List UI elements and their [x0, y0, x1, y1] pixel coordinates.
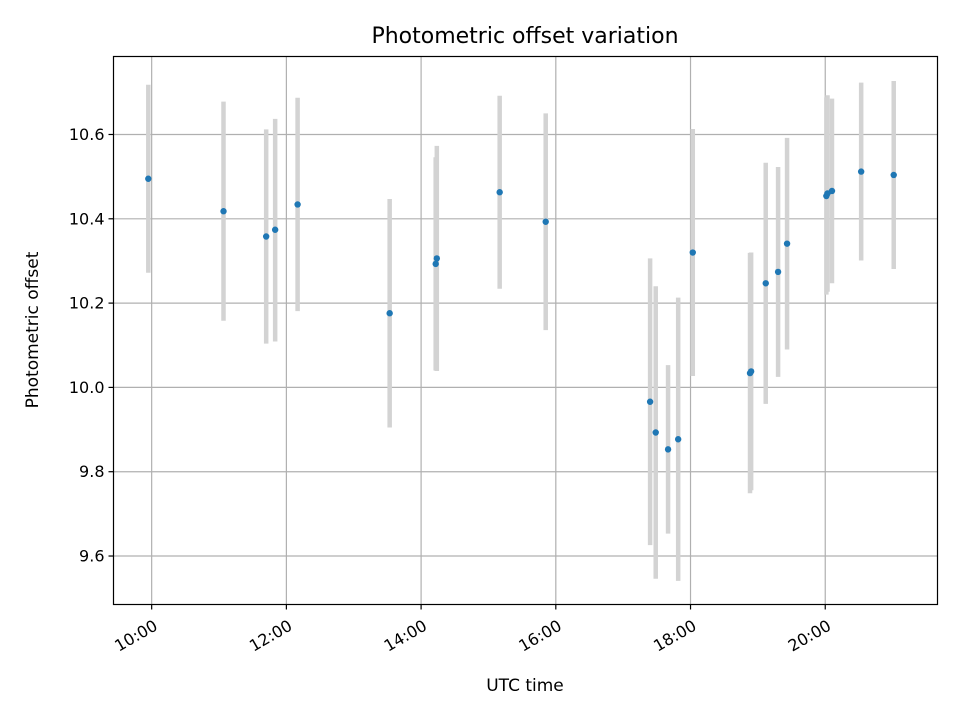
data-point — [433, 255, 441, 262]
data-point — [783, 240, 791, 247]
data-point — [747, 368, 755, 375]
data-point — [294, 201, 301, 208]
y-tick-label: 10.4 — [69, 209, 105, 228]
y-axis-label: Photometric offset — [23, 251, 43, 408]
data-point — [774, 268, 782, 276]
y-axis-ticks: 9.6 9.8 10.0 10.2 10.4 10.6 — [69, 125, 114, 566]
data-point — [664, 446, 672, 453]
chart-title: Photometric offset variation — [371, 24, 678, 49]
data-point — [890, 171, 897, 179]
data-point — [828, 187, 836, 195]
plot-frame — [112, 55, 939, 606]
data-point — [652, 429, 659, 436]
data-point — [271, 226, 279, 233]
y-tick-label: 9.8 — [79, 462, 104, 481]
y-tick-label: 9.6 — [79, 547, 104, 566]
data-point — [857, 168, 865, 175]
data-point — [220, 208, 227, 215]
data-point — [145, 175, 152, 182]
data-point — [386, 310, 393, 317]
data-point — [496, 189, 503, 196]
y-tick-label: 10.6 — [69, 125, 105, 144]
data-point — [432, 260, 439, 268]
data-point — [262, 233, 270, 240]
data-point — [674, 436, 682, 443]
x-axis-label: UTC time — [486, 676, 564, 696]
data-point — [646, 398, 654, 405]
data-point — [689, 249, 696, 256]
data-point — [762, 280, 769, 287]
data-points — [145, 168, 897, 453]
data-point — [542, 218, 549, 225]
y-tick-label: 10.2 — [69, 294, 105, 313]
y-tick-label: 10.0 — [69, 378, 105, 397]
